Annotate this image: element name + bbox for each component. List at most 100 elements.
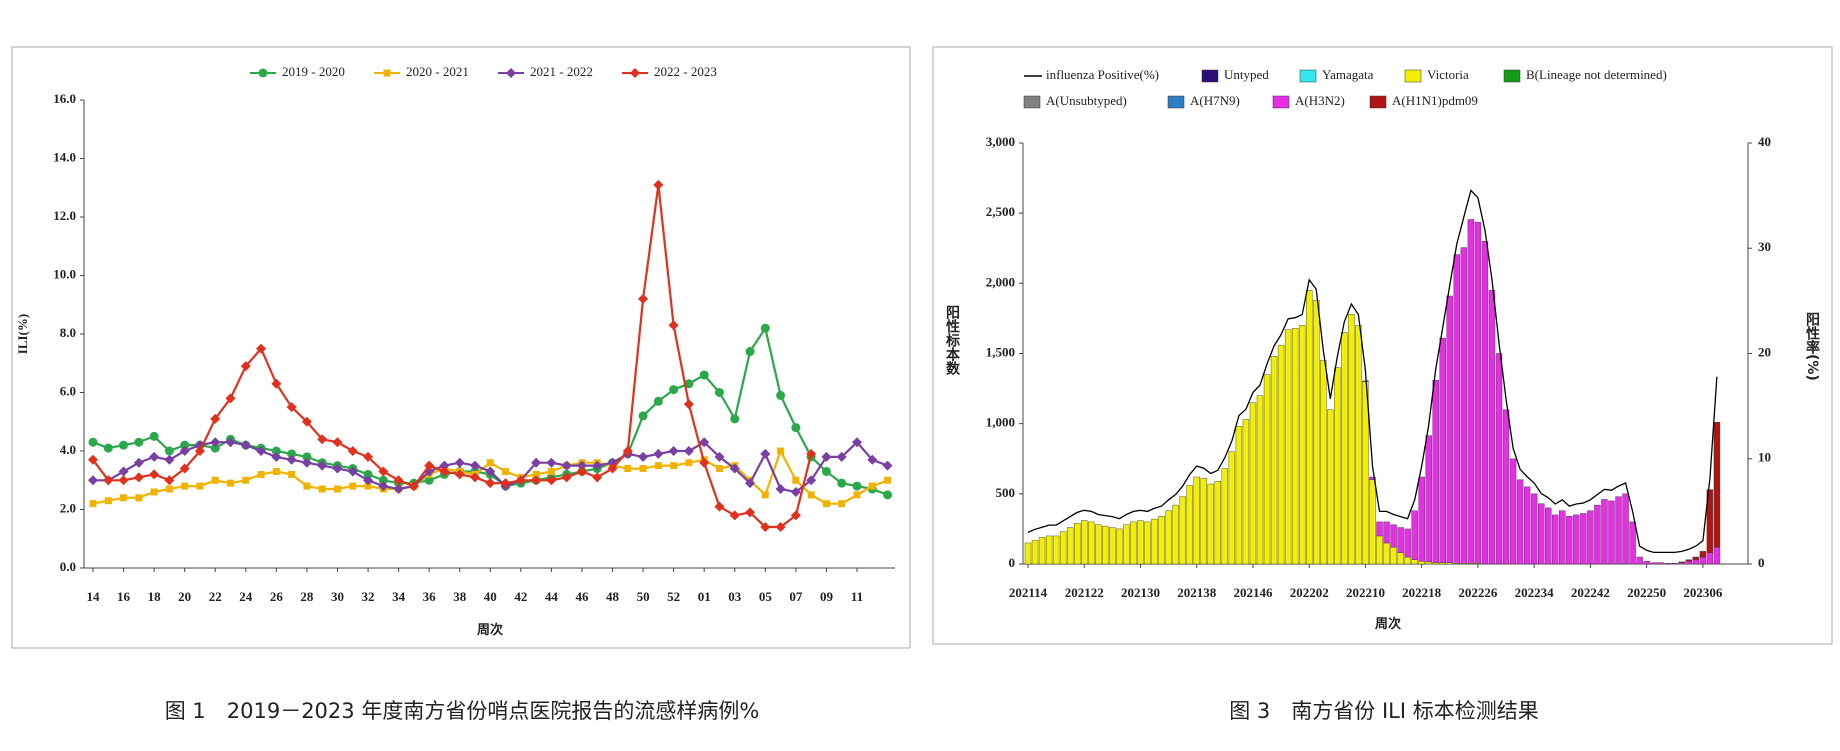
x-axis-label: 周次 — [1375, 616, 1401, 631]
panel-2 — [932, 46, 1833, 645]
bar-segment — [1643, 560, 1650, 565]
marker — [363, 475, 374, 486]
bar-segment — [1341, 332, 1348, 565]
marker — [210, 413, 221, 424]
bar-segment — [1200, 478, 1207, 565]
y-tick-label: 12.0 — [53, 208, 76, 223]
marker — [500, 478, 511, 489]
bar-segment — [1559, 510, 1566, 565]
marker — [622, 446, 633, 456]
bar-segment — [1123, 524, 1130, 565]
marker — [502, 467, 510, 475]
marker — [149, 431, 159, 441]
marker — [301, 416, 312, 427]
bar-segment — [1523, 486, 1531, 565]
bar-segment — [1291, 328, 1299, 565]
marker — [424, 475, 434, 485]
bar-segment — [1573, 514, 1580, 565]
marker — [88, 437, 98, 447]
bar-segment — [1516, 479, 1524, 565]
marker — [164, 446, 174, 456]
bar-segment — [1390, 546, 1397, 565]
bar-segment — [1088, 521, 1095, 565]
bar-segment — [1629, 521, 1636, 565]
bar-segment — [1284, 329, 1292, 565]
legend-label: Untyped — [1224, 67, 1269, 82]
bar-segment — [1615, 496, 1622, 565]
y-tick-label: 4.0 — [60, 442, 76, 457]
marker — [683, 399, 694, 410]
x-tick-label: 05 — [759, 589, 773, 604]
marker — [240, 361, 251, 372]
y-tick-label: 1,000 — [986, 415, 1015, 430]
bar-segment — [1024, 542, 1032, 565]
marker — [607, 463, 618, 474]
legend-label: A(H1N1)pdm09 — [1392, 93, 1478, 108]
legend-label: A(Unsubtyped) — [1046, 93, 1127, 108]
marker — [776, 390, 786, 400]
bar-segment — [1706, 489, 1714, 553]
y-tick-label: 0 — [1758, 555, 1765, 570]
x-tick-label: 202210 — [1346, 585, 1385, 600]
x-tick-label: 14 — [87, 589, 101, 604]
bar-segment — [1397, 552, 1404, 565]
bar-segment — [1587, 510, 1594, 565]
caption: 图 1 2019－2023 年度南方省份哨点医院报告的流感样病例% — [165, 699, 760, 723]
marker — [837, 478, 847, 488]
marker — [806, 448, 817, 459]
bar-segment — [1411, 559, 1418, 565]
x-tick-label: 40 — [484, 589, 497, 604]
bar-segment — [1081, 520, 1088, 565]
marker — [792, 476, 800, 484]
x-tick-label: 50 — [637, 589, 650, 604]
bar-segment — [1657, 562, 1664, 565]
x-tick-label: 202202 — [1290, 585, 1329, 600]
marker — [347, 466, 358, 477]
bar-segment — [1432, 562, 1439, 565]
marker — [286, 454, 297, 465]
marker — [714, 388, 724, 397]
bar-segment — [1228, 451, 1236, 565]
marker — [760, 522, 771, 533]
bar-segment — [1552, 514, 1559, 565]
marker — [669, 385, 679, 395]
bar-segment — [1179, 496, 1186, 565]
marker — [303, 482, 311, 490]
legend-label: 2020 - 2021 — [406, 64, 469, 79]
marker — [745, 478, 756, 489]
marker — [149, 451, 160, 462]
bar-segment — [1713, 422, 1721, 548]
legend-swatch — [1404, 69, 1422, 83]
y-tick-label: 0 — [1009, 555, 1016, 570]
bar-segment — [1383, 521, 1390, 544]
bar-segment — [1362, 380, 1369, 382]
marker — [133, 472, 144, 483]
bar-segment — [1165, 510, 1172, 565]
marker — [256, 343, 267, 354]
marker — [576, 460, 587, 471]
bar-segment — [1467, 219, 1475, 564]
bar-segment — [1144, 521, 1151, 565]
bar-segment — [1376, 535, 1383, 565]
legend-label: A(H7N9) — [1190, 93, 1240, 108]
x-tick-label: 11 — [851, 589, 863, 604]
bar-segment — [1390, 524, 1397, 548]
marker — [532, 470, 540, 478]
bar-segment — [1699, 551, 1707, 558]
marker — [592, 460, 603, 471]
marker — [638, 411, 648, 421]
series-line — [92, 184, 813, 529]
marker — [699, 457, 710, 468]
marker — [118, 466, 129, 477]
marker — [714, 501, 725, 512]
bar-segment — [1481, 241, 1489, 565]
y-tick-label: 30 — [1758, 239, 1771, 254]
bar-segment — [1306, 290, 1313, 565]
bar-segment — [1376, 521, 1383, 537]
marker — [103, 443, 113, 453]
x-tick-label: 09 — [820, 589, 834, 604]
y-tick-label: 14.0 — [53, 149, 76, 164]
legend-swatch — [1369, 95, 1387, 109]
marker — [638, 451, 649, 462]
marker — [332, 463, 343, 474]
